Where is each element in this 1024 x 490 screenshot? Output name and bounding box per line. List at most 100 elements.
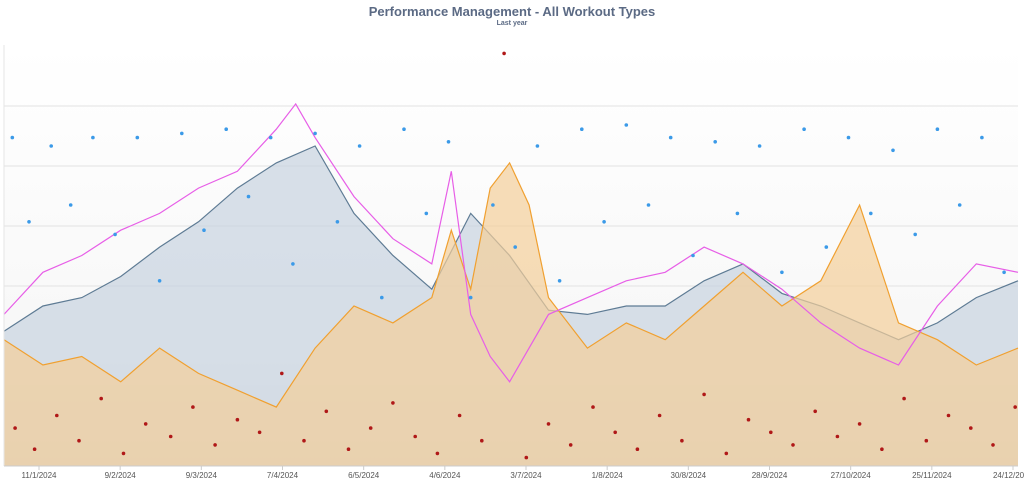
point-red_dots-7 [168,434,173,439]
point-red_dots-33 [746,417,751,422]
point-red_dots-3 [77,438,81,443]
point-blue_dots-1 [27,220,31,224]
point-blue_dots-35 [780,270,784,275]
point-red_dots-30 [680,438,684,443]
point-blue_dots-23 [513,245,517,249]
point-red_dots-10 [235,417,240,422]
point-blue_dots-30 [668,135,673,140]
point-red_dots-16 [368,426,373,430]
point-red_dots-5 [121,451,126,456]
point-blue_dots-28 [624,123,629,127]
point-red_dots-44 [991,443,995,447]
point-red_dots-43 [969,426,973,430]
point-blue_dots-9 [202,228,206,232]
point-blue_dots-20 [446,140,451,144]
point-blue_dots-7 [157,279,162,283]
area-fatigue [4,162,1018,466]
point-red_dots-27 [613,430,617,435]
point-red_dots-40 [902,396,906,401]
point-blue_dots-22 [491,203,495,207]
x-tick-label-11: 25/11/2024 [912,471,952,480]
point-red_dots-25 [568,443,573,447]
point-blue_dots-45 [1002,270,1006,275]
point-blue_dots-29 [646,203,651,207]
point-red_dots-24 [546,422,551,426]
point-blue_dots-43 [957,203,962,207]
point-blue_dots-16 [357,144,362,148]
point-blue_dots-10 [224,127,228,131]
point-red_dots-17 [391,401,395,405]
point-blue_dots-25 [557,279,562,283]
point-blue_dots-40 [891,148,895,153]
point-blue_dots-18 [402,127,406,131]
chart-subtitle: Last year [496,20,528,27]
point-blue_dots-31 [691,253,695,258]
x-tick-label-3: 7/4/2024 [267,471,299,480]
point-blue_dots-24 [535,144,540,148]
point-red_dots-9 [213,443,217,447]
x-tick-label-9: 28/9/2024 [752,471,788,480]
point-blue_dots-39 [869,211,873,216]
point-blue_dots-26 [580,127,584,131]
point-red_dots-45 [1013,405,1017,409]
point-red_dots-11 [257,430,262,435]
point-red_dots-22 [502,51,506,56]
x-tick-label-4: 6/5/2024 [348,471,380,480]
point-red_dots-42 [946,413,951,418]
x-tick-label-5: 4/6/2024 [429,471,461,480]
point-blue_dots-12 [268,135,273,140]
point-red_dots-34 [769,430,773,435]
point-blue_dots-21 [468,295,473,300]
point-red_dots-20 [457,413,462,418]
point-red_dots-23 [524,455,529,460]
point-red_dots-15 [346,447,351,452]
point-blue_dots-36 [802,127,806,131]
x-tick-label-7: 1/8/2024 [592,471,624,480]
point-red_dots-14 [324,409,329,414]
point-red_dots-32 [724,451,729,456]
point-red_dots-12 [280,371,284,376]
point-blue_dots-38 [846,135,851,140]
point-red_dots-13 [302,438,306,443]
point-blue_dots-33 [735,211,740,216]
point-blue_dots-42 [935,127,940,131]
point-red_dots-39 [880,447,884,452]
x-tick-label-0: 11/1/2024 [22,471,58,480]
point-blue_dots-4 [91,135,95,140]
point-blue_dots-44 [980,135,984,140]
point-red_dots-38 [857,422,862,426]
point-blue_dots-14 [313,131,317,136]
line-form [3,102,1019,383]
point-blue_dots-32 [713,140,717,144]
point-red_dots-29 [657,413,662,418]
point-red_dots-37 [835,434,840,439]
point-blue_dots-17 [380,295,384,300]
point-red_dots-21 [480,438,484,443]
point-blue_dots-13 [291,262,295,266]
point-blue_dots-6 [135,135,140,140]
point-blue_dots-2 [49,144,53,148]
point-red_dots-36 [813,409,817,414]
point-red_dots-6 [143,422,148,426]
point-blue_dots-0 [10,135,15,140]
point-blue_dots-11 [246,194,251,199]
point-blue_dots-5 [113,232,117,237]
x-tick-label-10: 27/10/2024 [831,471,872,480]
point-blue_dots-41 [913,232,917,237]
point-red_dots-18 [413,434,418,439]
point-red_dots-19 [435,451,440,456]
point-red_dots-1 [32,447,37,452]
point-blue_dots-8 [180,131,184,136]
point-red_dots-28 [635,447,640,452]
x-tick-label-6: 3/7/2024 [510,471,542,480]
point-red_dots-41 [924,438,929,443]
point-red_dots-4 [99,396,103,401]
point-red_dots-2 [55,413,59,418]
point-red_dots-31 [702,392,706,397]
point-red_dots-26 [591,405,595,409]
point-blue_dots-15 [335,220,340,224]
point-blue_dots-37 [824,245,829,249]
point-red_dots-35 [791,443,795,447]
line-fatigue [3,161,1019,408]
